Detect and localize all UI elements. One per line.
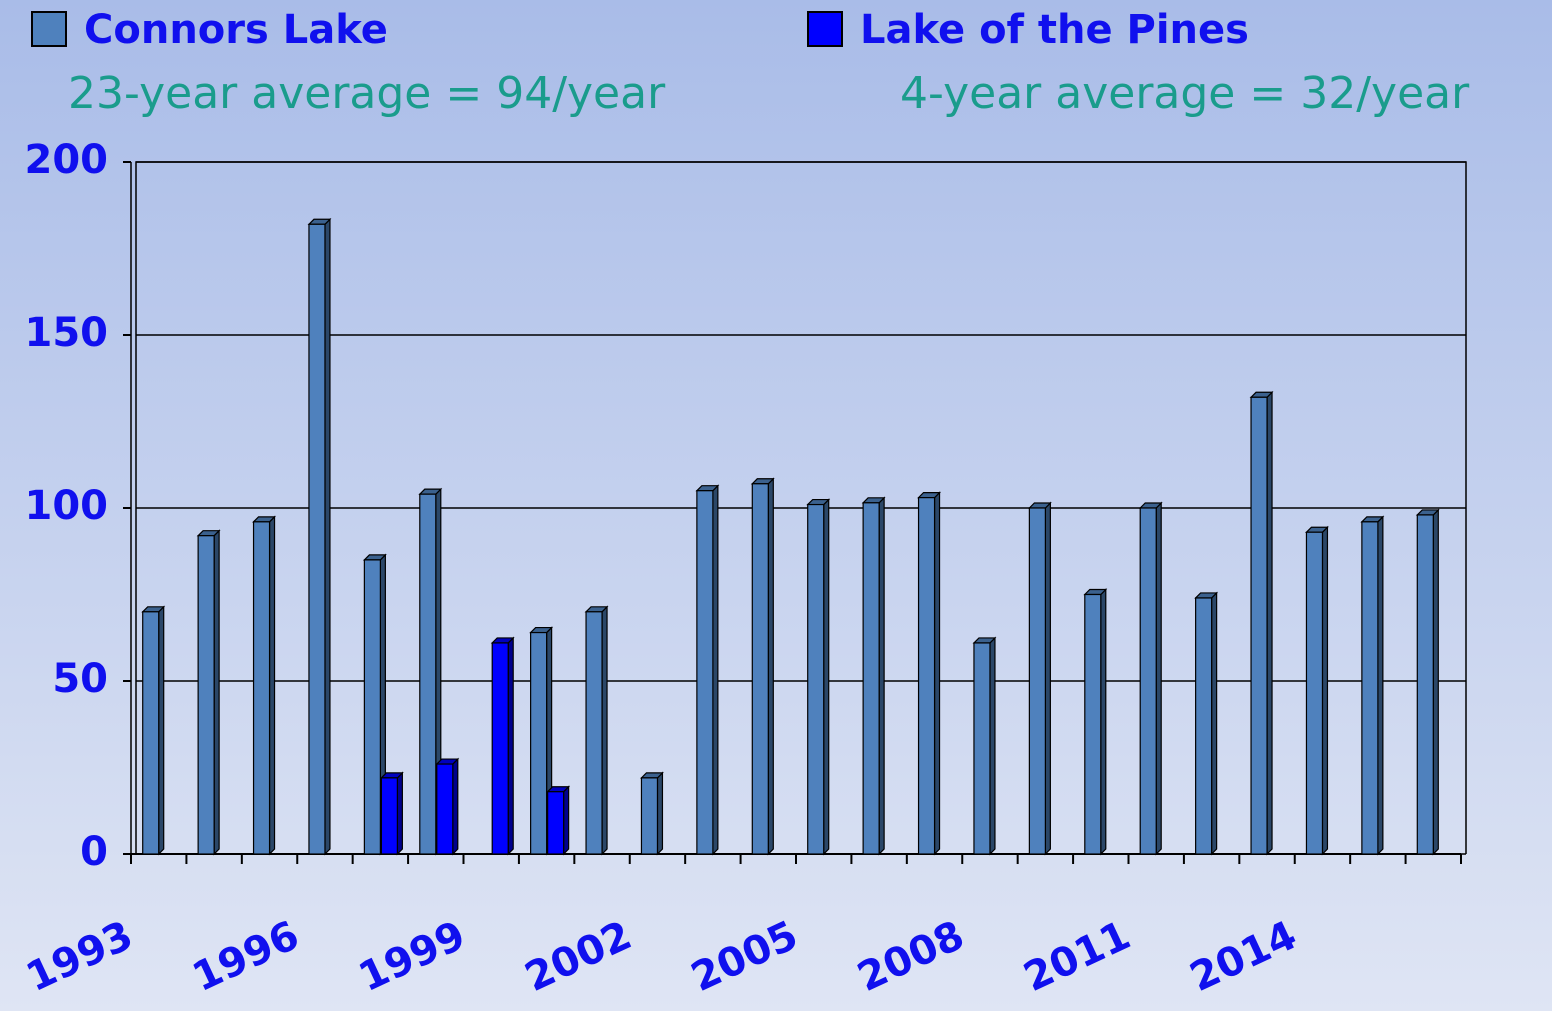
bar — [972, 636, 997, 856]
bar-face — [197, 535, 215, 855]
y-tick-label: 100 — [25, 483, 109, 529]
bar — [861, 496, 886, 856]
bar — [695, 484, 720, 856]
bar — [640, 771, 664, 856]
bar-face — [696, 490, 714, 855]
bar — [546, 785, 571, 856]
bar — [490, 636, 515, 856]
bar-face — [1266, 390, 1273, 856]
bar — [435, 757, 460, 856]
bar-face — [767, 477, 774, 856]
bar — [1083, 588, 1108, 856]
bar — [1138, 501, 1163, 856]
annotation: 23-year average = 94/year — [68, 68, 666, 119]
bar-face — [547, 791, 565, 855]
bar-face — [989, 636, 996, 856]
bar-face — [1321, 525, 1329, 856]
bar-face — [491, 642, 509, 855]
bar — [418, 487, 443, 856]
bar — [379, 771, 404, 856]
bar-face — [213, 529, 220, 856]
bar-face — [363, 559, 381, 855]
annotation: 4-year average = 32/year — [900, 68, 1470, 119]
y-tick-label: 200 — [25, 137, 109, 183]
bar-face — [878, 496, 885, 856]
y-tick-label: 50 — [52, 656, 108, 702]
bar — [917, 491, 941, 856]
bar-face — [1028, 507, 1046, 855]
bar-face — [268, 515, 276, 856]
bar-face — [158, 605, 165, 856]
bar — [252, 515, 276, 856]
bar-face — [823, 498, 830, 856]
bar — [1305, 525, 1329, 856]
bar-face — [585, 611, 603, 855]
bar-face — [142, 611, 160, 855]
bar-face — [396, 771, 403, 856]
bar-face — [452, 757, 459, 856]
bar — [1027, 501, 1052, 856]
bar-face — [1211, 591, 1218, 856]
bar-face — [1139, 507, 1157, 855]
bar-face — [973, 642, 991, 855]
bar-face — [308, 223, 326, 855]
bar — [584, 605, 609, 856]
bar-face — [1250, 396, 1268, 855]
bar — [196, 529, 221, 856]
y-tick-label: 150 — [25, 310, 109, 356]
bar-face — [917, 497, 936, 855]
bar-face — [1195, 597, 1213, 855]
y-tick-label: 0 — [80, 829, 108, 875]
bar — [1360, 515, 1385, 856]
bar-face — [436, 763, 454, 855]
bar-face — [419, 493, 437, 855]
bar-face — [601, 605, 608, 856]
bar-face — [563, 785, 570, 856]
bar-face — [1377, 515, 1384, 856]
bar — [806, 498, 831, 856]
bar — [307, 217, 332, 856]
bar-face — [640, 777, 659, 855]
bar-face — [324, 217, 331, 856]
bar-face — [1361, 521, 1379, 855]
bar-face — [751, 483, 769, 855]
bar-face — [380, 777, 398, 855]
bar-face — [807, 503, 825, 855]
bar — [750, 477, 775, 856]
bar-face — [530, 631, 548, 855]
bar-face — [1432, 508, 1439, 856]
legend-swatch — [31, 11, 67, 47]
bar — [141, 605, 166, 856]
legend-swatch — [807, 11, 843, 47]
bar-face — [1100, 588, 1107, 856]
bar-face — [933, 491, 941, 856]
bar-face — [862, 502, 880, 855]
bar — [1249, 390, 1274, 856]
bar — [1415, 508, 1440, 856]
bar-face — [1416, 514, 1434, 855]
bar-face — [1084, 593, 1102, 855]
bar-face — [712, 484, 719, 856]
bar — [1194, 591, 1219, 856]
legend-label: Lake of the Pines — [860, 7, 1249, 53]
bar-face — [1155, 501, 1162, 856]
bar-face — [1305, 531, 1324, 855]
legend-label: Connors Lake — [84, 7, 388, 53]
bar-face — [656, 771, 664, 856]
bar-face — [1044, 501, 1051, 856]
bar-face — [507, 636, 514, 856]
bar-face — [252, 521, 271, 855]
